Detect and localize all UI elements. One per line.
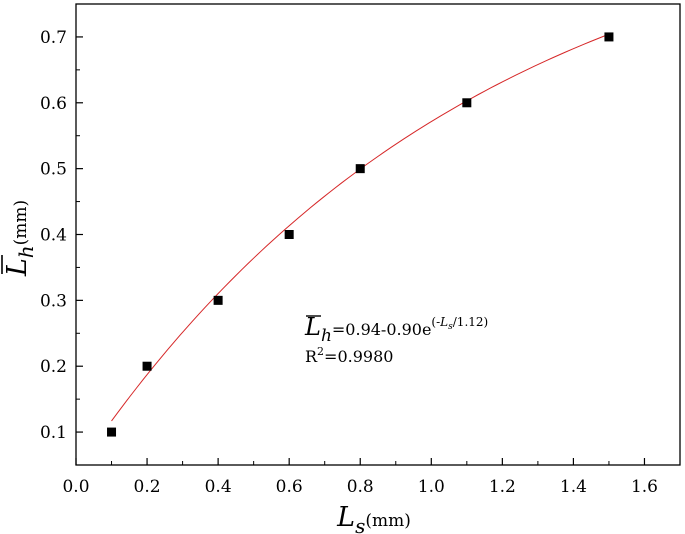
y-tick-label: 0.7 <box>40 28 67 48</box>
data-point <box>213 295 223 305</box>
y-tick-label: 0.1 <box>40 423 67 443</box>
x-axis-title-symbol: L <box>336 502 355 533</box>
x-tick-label: 1.2 <box>489 477 516 497</box>
svg-text:Lh(mm): Lh(mm) <box>2 200 38 277</box>
y-axis-title-unit: (mm) <box>11 200 31 246</box>
data-point <box>142 361 152 371</box>
x-tick-label: 1.4 <box>560 477 587 497</box>
r2-label: R <box>305 347 318 366</box>
svg-text:R2=0.9980: R2=0.9980 <box>305 345 393 366</box>
r2-sup: 2 <box>317 345 324 358</box>
x-axis-title-subscript: s <box>355 514 365 534</box>
x-tick-label: 1.0 <box>418 477 445 497</box>
x-tick-label: 0.8 <box>347 477 374 497</box>
eq-lhs-symbol: L <box>304 313 321 341</box>
y-axis-title-symbol: L <box>2 258 33 277</box>
eq-exponent-subscript: s <box>448 322 453 332</box>
y-tick-label: 0.5 <box>40 160 67 180</box>
data-point <box>107 427 117 437</box>
eq-lhs-subscript: h <box>321 326 332 346</box>
x-tick-label: 0.0 <box>62 477 89 497</box>
x-tick-label: 0.4 <box>205 477 232 497</box>
data-point <box>355 164 365 174</box>
data-points <box>107 32 614 437</box>
fit-equation: Lh=0.94-0.90e(-Ls/1.12) R2=0.9980 <box>304 313 488 366</box>
eq-body: =0.94-0.90e <box>332 320 432 339</box>
y-tick-label: 0.4 <box>40 226 67 246</box>
y-axis-title-subscript: h <box>14 245 38 258</box>
data-point <box>284 230 294 239</box>
x-axis-title-unit: (mm) <box>365 511 411 531</box>
y-tick-label: 0.2 <box>40 357 67 377</box>
r2-value: =0.9980 <box>324 347 393 366</box>
x-axis-title: Ls(mm) <box>336 502 411 534</box>
eq-exponent-open: (- <box>431 315 440 329</box>
x-tick-label: 0.6 <box>276 477 303 497</box>
y-axis-title: Lh(mm) <box>1 200 38 277</box>
x-tick-label: 1.6 <box>631 477 658 497</box>
y-tick-label: 0.6 <box>40 94 67 114</box>
svg-text:Lh=0.94-0.90e(-Ls/1.12): Lh=0.94-0.90e(-Ls/1.12) <box>304 313 488 346</box>
y-tick-label: 0.3 <box>40 291 67 311</box>
eq-exponent-close: /1.12) <box>453 315 488 329</box>
y-axis-ticks: 0.1 0.2 0.3 0.4 0.5 0.6 0.7 <box>40 28 83 443</box>
plot-frame <box>75 3 681 466</box>
eq-exponent-symbol: L <box>439 315 448 329</box>
x-axis-ticks: 0.0 0.2 0.4 0.6 0.8 1.0 1.2 1.4 1.6 <box>62 458 658 497</box>
data-point <box>604 32 614 42</box>
x-tick-label: 0.2 <box>134 477 161 497</box>
data-point <box>462 98 472 108</box>
